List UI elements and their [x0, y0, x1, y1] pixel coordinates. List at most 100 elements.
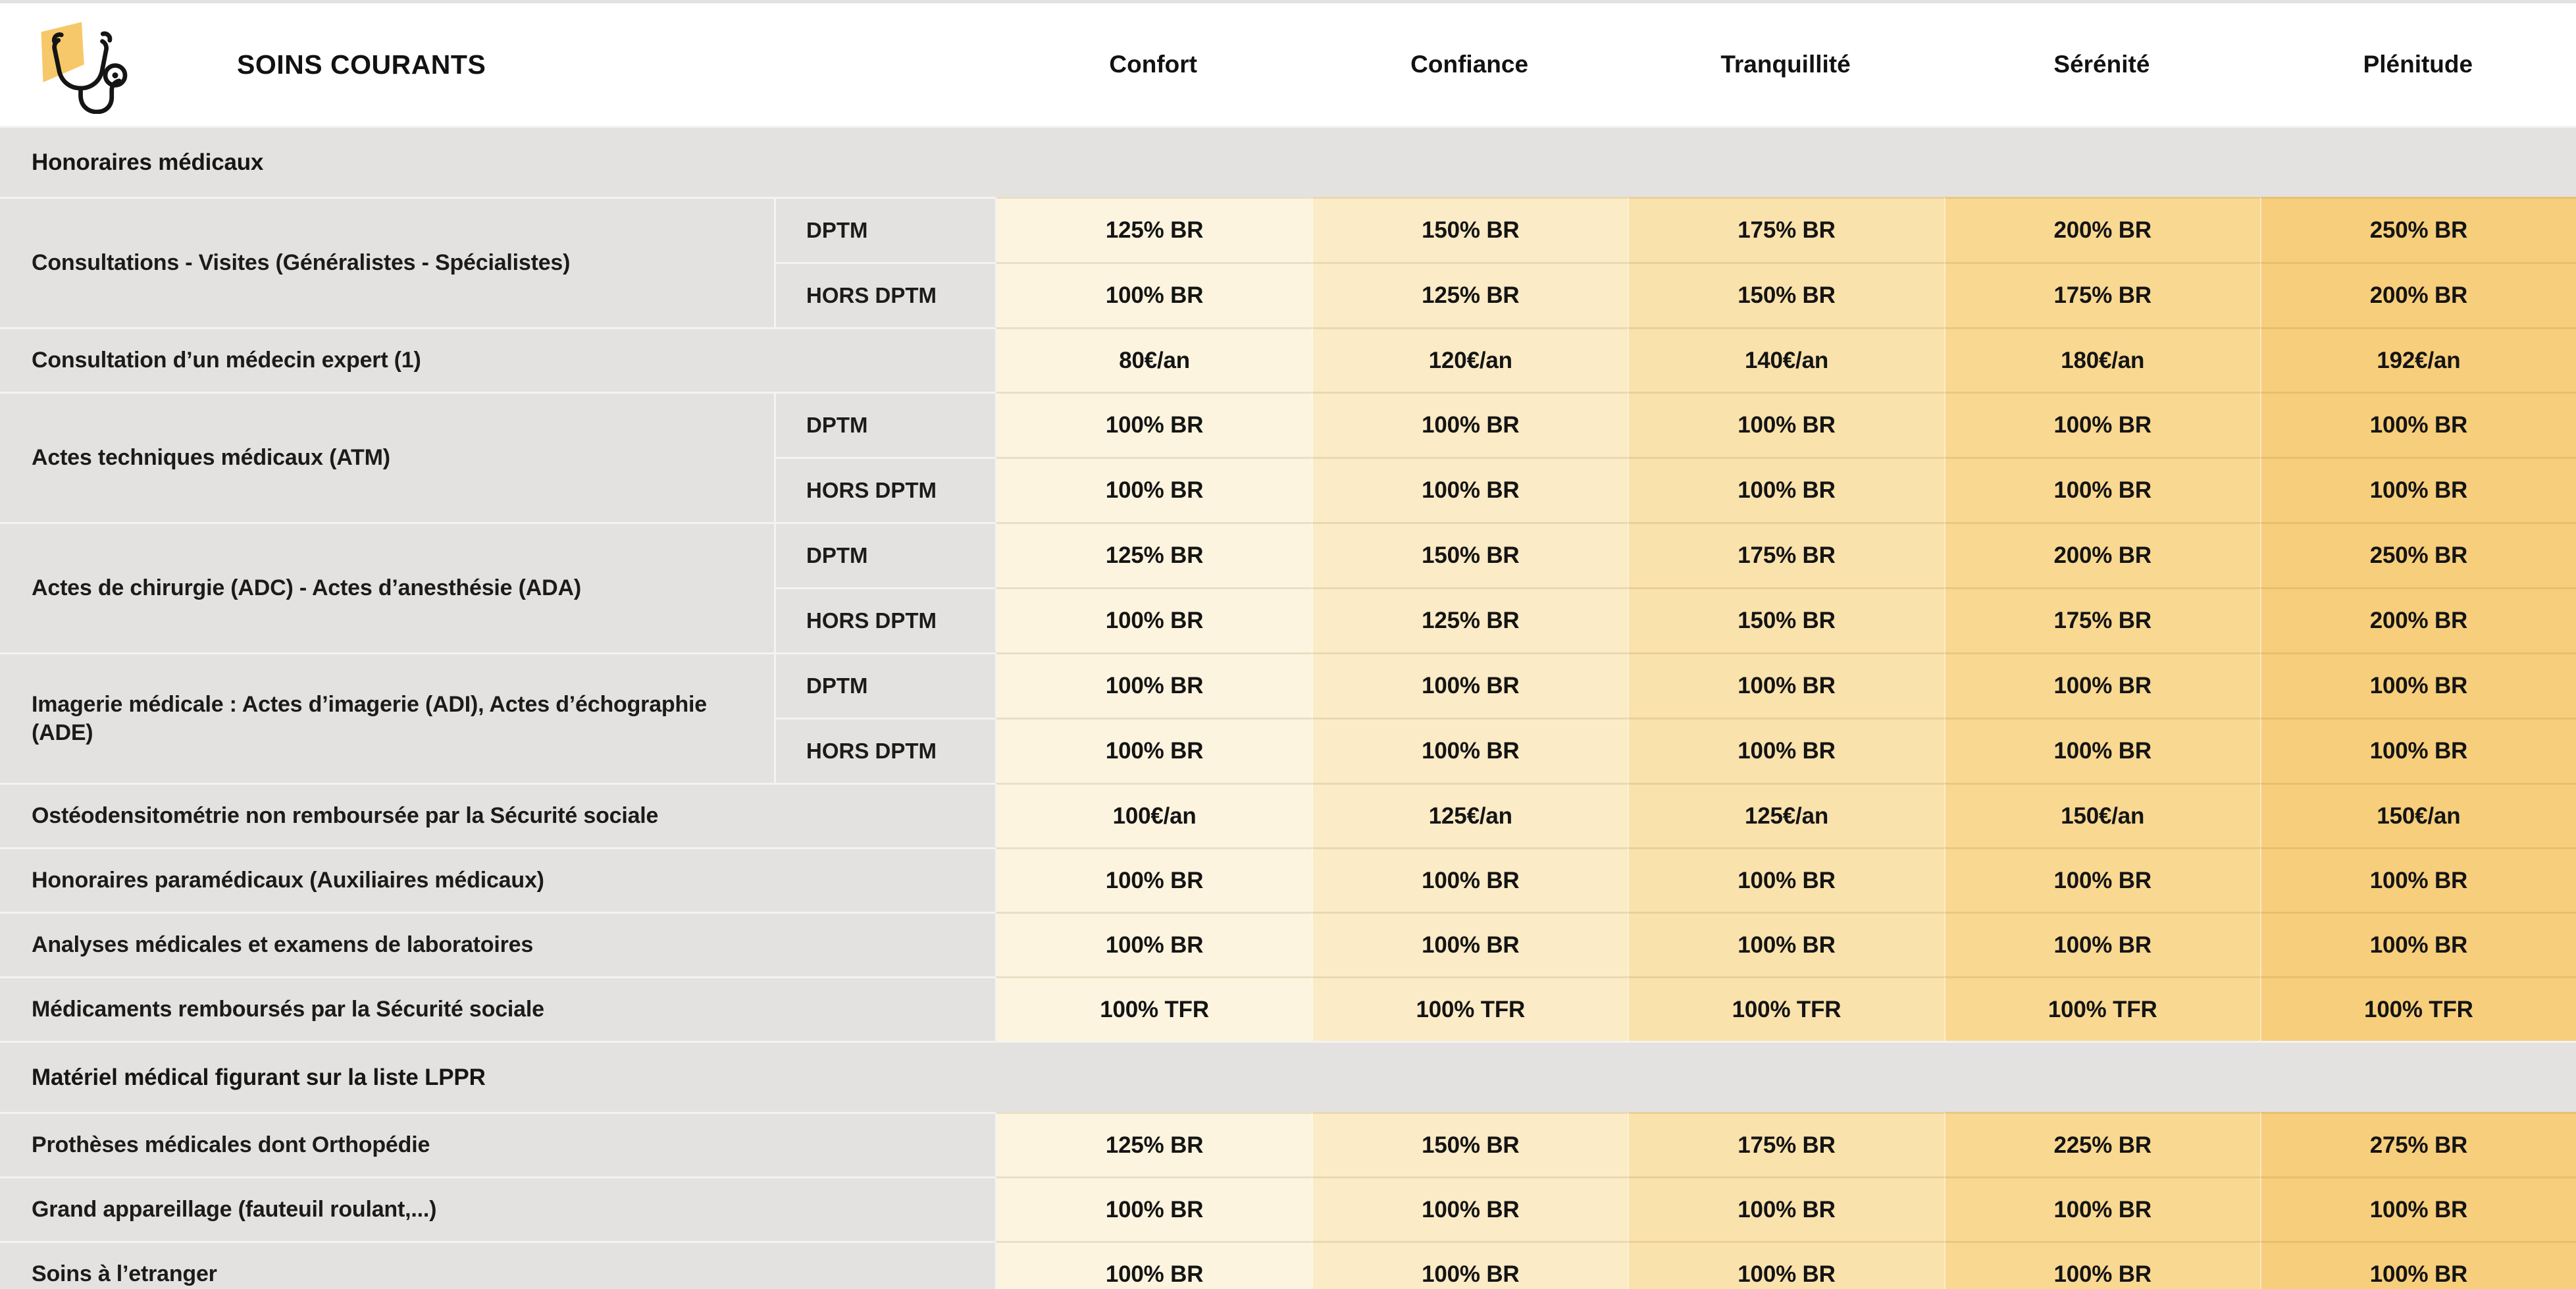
value-cell: 80€/an — [995, 327, 1312, 392]
column-header-tranquillite: Tranquillité — [1720, 51, 1851, 78]
value-cell: 180€/an — [1944, 327, 2260, 392]
row-label: Consultations - Visites (Généralistes - … — [0, 197, 774, 327]
value-cell: 150% BR — [1312, 522, 1628, 587]
value-cell: 100% BR — [995, 718, 1312, 783]
value-cell: 100% BR — [995, 652, 1312, 718]
column-header-confort: Confort — [1109, 51, 1197, 78]
section-header-row: Matériel médical figurant sur la liste L… — [0, 1041, 2576, 1112]
value-cell: 175% BR — [1944, 587, 2260, 652]
value-cell: 200% BR — [2259, 587, 2576, 652]
row-label: Actes de chirurgie (ADC) - Actes d’anest… — [0, 522, 774, 652]
row-label: Actes techniques médicaux (ATM) — [0, 392, 774, 522]
benefit-row-split: Actes techniques médicaux (ATM) DPTM 100% … — [0, 392, 2576, 522]
section-header-row: Honoraires médicaux — [0, 126, 2576, 197]
value-cell: 100% BR — [2259, 1176, 2576, 1241]
value-cell: 100% BR — [1628, 912, 1944, 976]
value-cell: 100% BR — [1312, 847, 1628, 912]
benefit-row: Prothèses médicales dont Orthopédie 125% … — [0, 1112, 2576, 1176]
subrow: DPTM 100% BR 100% BR 100% BR 100% BR 100% BR — [774, 652, 2576, 718]
benefit-row: Grand appareillage (fauteuil roulant,...… — [0, 1176, 2576, 1241]
value-cell: 175% BR — [1628, 1112, 1944, 1176]
value-cell: 125€/an — [1312, 783, 1628, 847]
value-cell: 100% TFR — [995, 976, 1312, 1041]
section-label: Matériel médical figurant sur la liste L… — [32, 1064, 486, 1090]
value-cell: 100% BR — [1628, 718, 1944, 783]
value-cell: 100% TFR — [1312, 976, 1628, 1041]
value-cell: 125€/an — [1628, 783, 1944, 847]
benefit-row: Ostéodensitométrie non remboursée par la… — [0, 783, 2576, 847]
value-cell: 150€/an — [1944, 783, 2260, 847]
split-subrows: DPTM 100% BR 100% BR 100% BR 100% BR 100% BR H… — [774, 392, 2576, 522]
subrow: DPTM 125% BR 150% BR 175% BR 200% BR 250% BR — [774, 197, 2576, 262]
value-cell: 100% BR — [1312, 912, 1628, 976]
value-cell: 150% BR — [1628, 262, 1944, 327]
value-cell: 275% BR — [2259, 1112, 2576, 1176]
subrow: HORS DPTM 100% BR 125% BR 150% BR 175% BR 200… — [774, 262, 2576, 327]
value-cell: 100% BR — [1944, 457, 2260, 522]
value-cell: 100% BR — [1312, 392, 1628, 457]
subrow: DPTM 125% BR 150% BR 175% BR 200% BR 250% BR — [774, 522, 2576, 587]
value-cell: 125% BR — [995, 197, 1312, 262]
value-cell: 100% BR — [995, 847, 1312, 912]
subrow-label: HORS DPTM — [774, 587, 995, 652]
table-body: Honoraires médicaux Consultations - Visit… — [0, 126, 2576, 1289]
value-cell: 175% BR — [1944, 262, 2260, 327]
value-cell: 150€/an — [2259, 783, 2576, 847]
value-cell: 192€/an — [2259, 327, 2576, 392]
value-cell: 100% BR — [1628, 1241, 1944, 1289]
row-label: Soins à l’etranger — [0, 1241, 995, 1289]
value-cell: 175% BR — [1628, 522, 1944, 587]
subrow-label: DPTM — [774, 652, 995, 718]
value-cell: 100% BR — [2259, 652, 2576, 718]
benefit-row-split: Actes de chirurgie (ADC) - Actes d’anest… — [0, 522, 2576, 652]
benefit-row-split: Imagerie médicale : Actes d’imagerie (AD… — [0, 652, 2576, 783]
value-cell: 100% TFR — [1628, 976, 1944, 1041]
row-label: Honoraires paramédicaux (Auxiliaires méd… — [0, 847, 995, 912]
value-cell: 100% TFR — [2259, 976, 2576, 1041]
value-cell: 250% BR — [2259, 522, 2576, 587]
benefit-row: Consultation d’un médecin expert (1) 80€/… — [0, 327, 2576, 392]
row-label: Imagerie médicale : Actes d’imagerie (AD… — [0, 652, 774, 783]
value-cell: 125% BR — [995, 522, 1312, 587]
value-cell: 100% BR — [1312, 1176, 1628, 1241]
value-cell: 100% BR — [1944, 912, 2260, 976]
value-cell: 100% BR — [2259, 847, 2576, 912]
value-cell: 100% BR — [1628, 457, 1944, 522]
value-cell: 150% BR — [1312, 197, 1628, 262]
value-cell: 100% BR — [1312, 1241, 1628, 1289]
subrow: DPTM 100% BR 100% BR 100% BR 100% BR 100% BR — [774, 392, 2576, 457]
split-subrows: DPTM 125% BR 150% BR 175% BR 200% BR 250% BR H… — [774, 197, 2576, 327]
stethoscope-icon — [41, 22, 128, 114]
subrow: HORS DPTM 100% BR 100% BR 100% BR 100% BR 100… — [774, 718, 2576, 783]
value-cell: 100% BR — [2259, 392, 2576, 457]
subrow-label: DPTM — [774, 392, 995, 457]
value-cell: 250% BR — [2259, 197, 2576, 262]
value-cell: 120€/an — [1312, 327, 1628, 392]
benefit-row: Soins à l’etranger 100% BR 100% BR 100% BR 1… — [0, 1241, 2576, 1289]
value-cell: 100% BR — [1312, 652, 1628, 718]
value-cell: 100% BR — [2259, 718, 2576, 783]
subrow: HORS DPTM 100% BR 100% BR 100% BR 100% BR 100… — [774, 457, 2576, 522]
value-cell: 125% BR — [1312, 587, 1628, 652]
subrow-label: HORS DPTM — [774, 718, 995, 783]
value-cell: 100% BR — [1944, 1176, 2260, 1241]
value-cell: 100% BR — [2259, 912, 2576, 976]
value-cell: 200% BR — [2259, 262, 2576, 327]
benefit-row: Médicaments remboursés par la Sécurité s… — [0, 976, 2576, 1041]
subrow-label: HORS DPTM — [774, 457, 995, 522]
row-label: Prothèses médicales dont Orthopédie — [0, 1112, 995, 1176]
column-header-plenitude: Plénitude — [2363, 51, 2473, 78]
value-cell: 200% BR — [1944, 522, 2260, 587]
value-cell: 100% BR — [995, 1176, 1312, 1241]
value-cell: 100% BR — [1944, 1241, 2260, 1289]
subrow: HORS DPTM 100% BR 125% BR 150% BR 175% BR 200… — [774, 587, 2576, 652]
value-cell: 100% BR — [1944, 847, 2260, 912]
value-cell: 125% BR — [995, 1112, 1312, 1176]
value-cell: 175% BR — [1628, 197, 1944, 262]
value-cell: 125% BR — [1312, 262, 1628, 327]
value-cell: 150% BR — [1628, 587, 1944, 652]
row-label: Ostéodensitométrie non remboursée par la… — [0, 783, 995, 847]
table-header: SOINS COURANTS Confort Confiance Tranqui… — [0, 3, 2576, 126]
value-cell: 100% TFR — [1944, 976, 2260, 1041]
split-subrows: DPTM 100% BR 100% BR 100% BR 100% BR 100% BR H… — [774, 652, 2576, 783]
